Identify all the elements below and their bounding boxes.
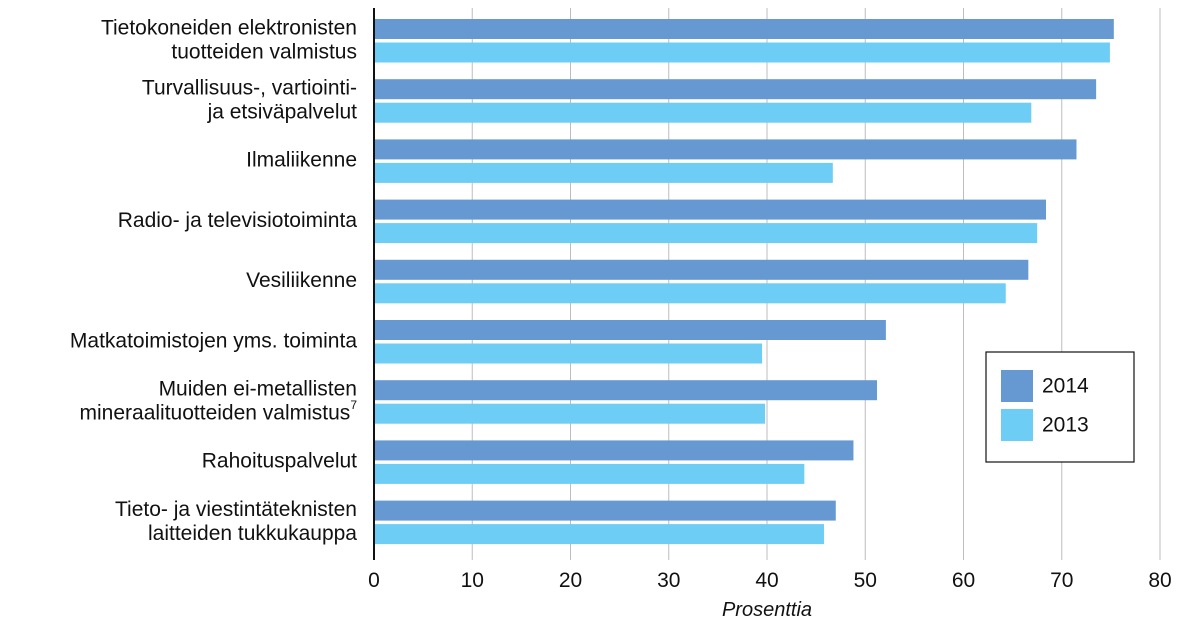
category-label: laitteiden tukkukauppa (148, 522, 357, 545)
legend-label: 2014 (1042, 375, 1089, 398)
x-tick-label: 60 (952, 569, 975, 592)
bar-2014 (374, 259, 1029, 280)
bar-2014 (374, 320, 886, 340)
category-label: Rahoituspalvelut (202, 450, 357, 473)
bar-2013 (374, 102, 1032, 123)
category-label: tuotteiden valmistus (171, 40, 357, 63)
x-tick-label: 0 (368, 569, 380, 592)
bar-2014 (374, 19, 1114, 39)
footnote-marker: 7 (350, 398, 357, 412)
category-label: Vesiliikenne (246, 269, 357, 292)
category-label: Ilmaliikenne (246, 149, 357, 172)
legend-box (985, 351, 1135, 463)
x-tick-labels: 0 10 20 30 40 50 60 70 80 (368, 569, 1172, 592)
bar-2014 (374, 500, 836, 521)
category-label: Tietokoneiden elektronisten (101, 16, 357, 39)
category-label: Muiden ei-metallisten (159, 377, 357, 400)
bar-2014 (374, 79, 1097, 100)
category-label: ja etsiväpalvelut (207, 100, 358, 123)
x-axis-title: Prosenttia (722, 599, 812, 621)
bar-2013 (374, 42, 1110, 63)
bar-2013 (374, 223, 1038, 244)
x-tick-label: 20 (559, 569, 582, 592)
bar-2013 (374, 283, 1006, 304)
x-tick-label: 70 (1050, 569, 1073, 592)
bar-2013 (374, 162, 833, 183)
category-label: Tieto- ja viestintäteknisten (115, 498, 357, 521)
bar-2013 (374, 524, 824, 545)
bar-2014 (374, 199, 1047, 220)
category-label: Turvallisuus-, vartiointi- (142, 76, 357, 99)
bar-2014 (374, 139, 1077, 160)
category-label: Matkatoimistojen yms. toiminta (70, 329, 357, 352)
legend: 2014 2013 (985, 351, 1135, 463)
category-label: mineraalituotteiden valmistus7 (80, 398, 358, 424)
bars (374, 19, 1114, 545)
bar-2014 (374, 380, 878, 401)
legend-label: 2013 (1042, 414, 1089, 437)
legend-swatch (1001, 409, 1033, 441)
bar-2013 (374, 403, 766, 424)
category-label: Radio- ja televisiotoiminta (118, 209, 358, 232)
x-tick-label: 30 (657, 569, 680, 592)
bar-2013 (374, 343, 763, 364)
bar-2013 (374, 463, 805, 484)
bar-2014 (374, 440, 854, 461)
legend-swatch (1001, 370, 1033, 402)
x-tick-label: 80 (1148, 569, 1171, 592)
x-tick-label: 10 (461, 569, 484, 592)
x-tick-label: 50 (854, 569, 877, 592)
x-tick-label: 40 (755, 569, 778, 592)
